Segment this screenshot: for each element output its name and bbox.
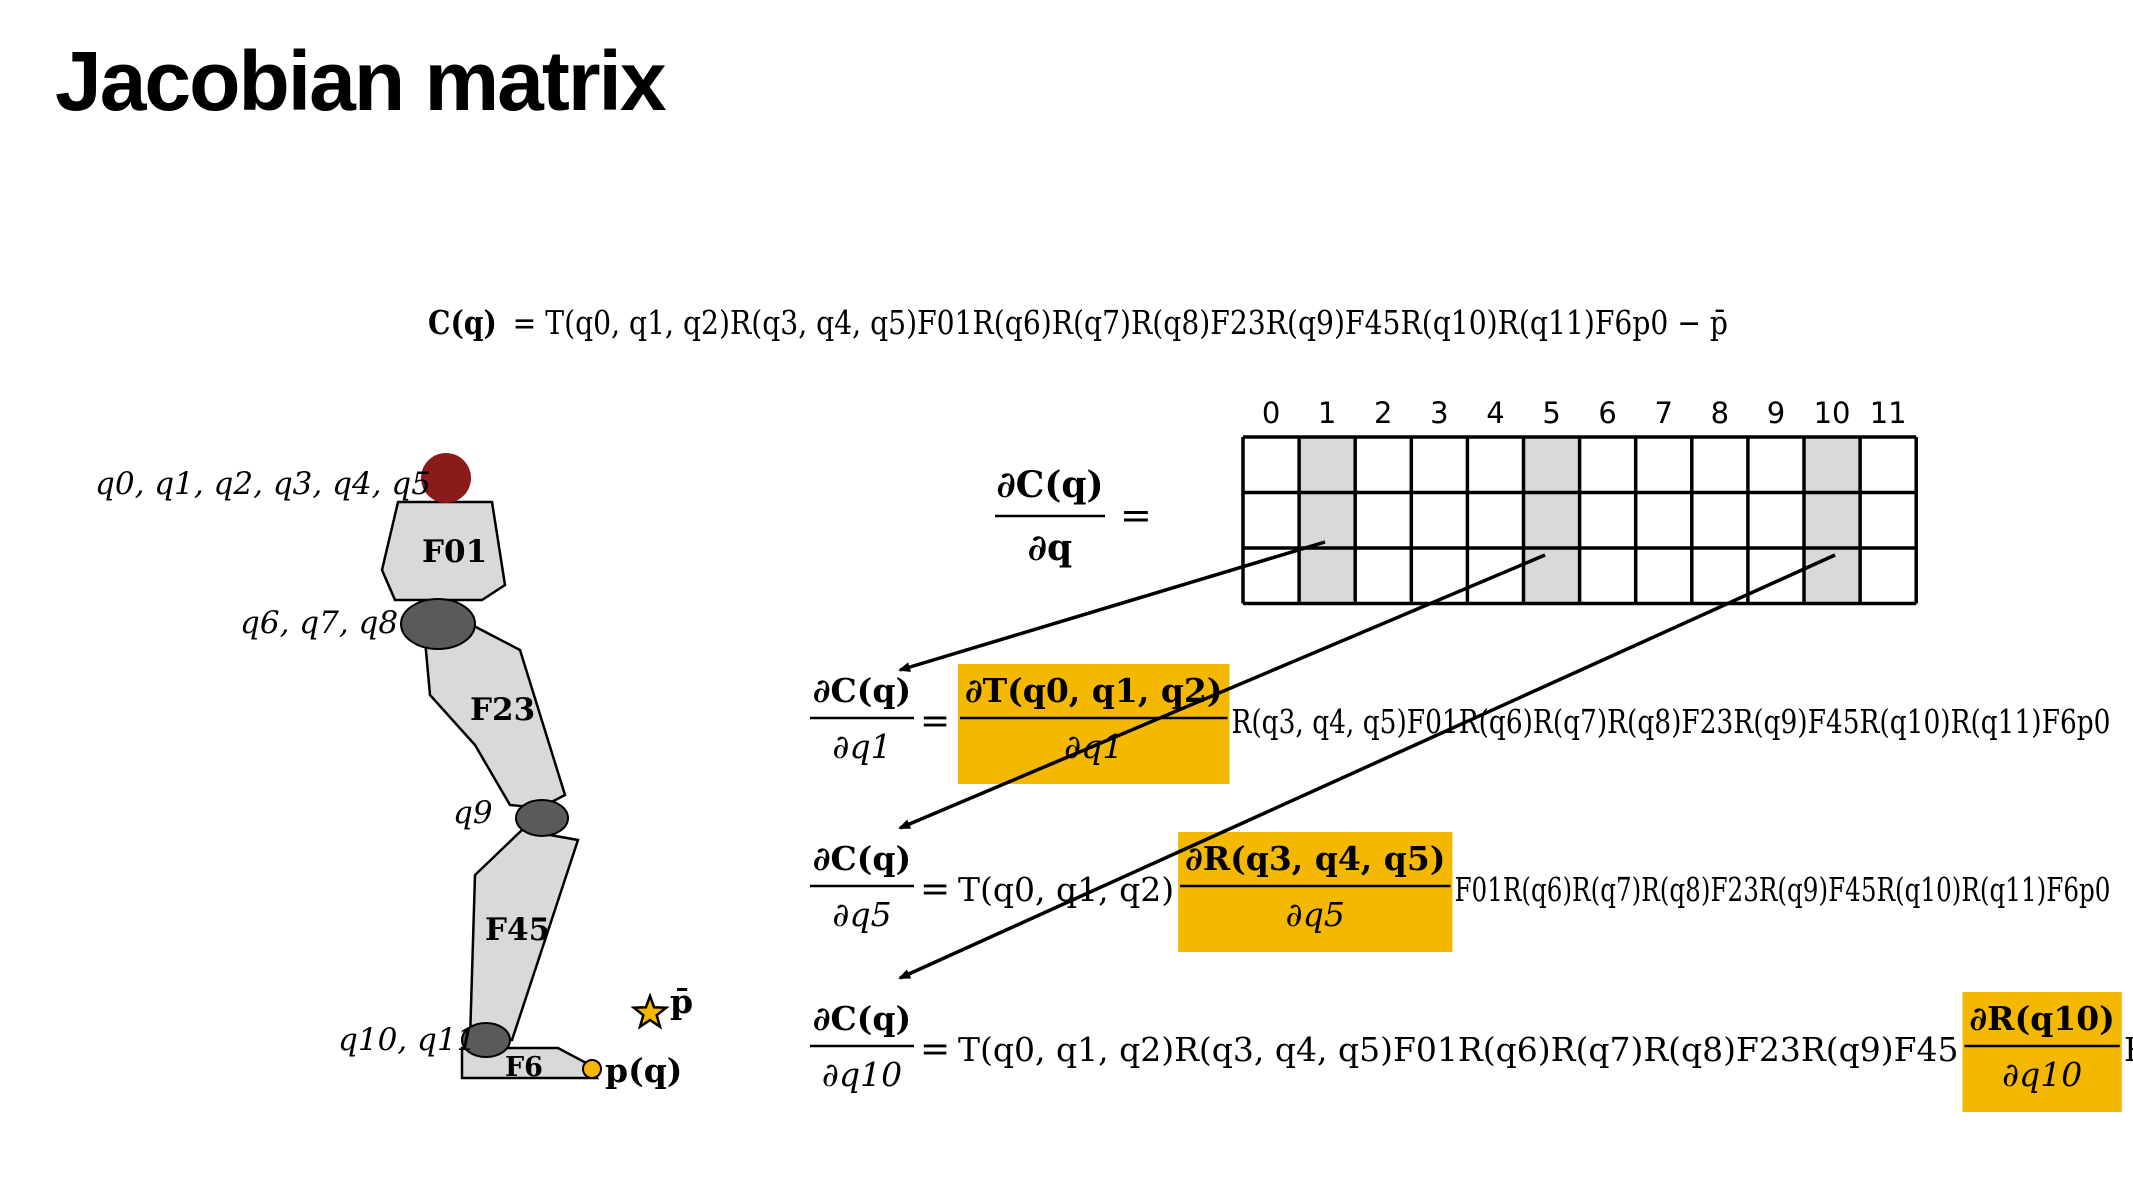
jacobian-grid: 0 1 2 3 4 5 6 7 8 9 10 11 ∂C(q) ∂q =	[995, 396, 1918, 606]
boxed-numerator: ∂T(q0, q1, q2)	[965, 671, 1222, 710]
derivative-equals: =	[920, 869, 950, 910]
label-end-effector: p(q)	[605, 1051, 682, 1090]
derivative-rows: ∂C(q)∂q1=∂T(q0, q1, q2)∂q1R(q3, q4, q5)F…	[810, 664, 2133, 1112]
derivative-prefix: T(q0, q1, q2)R(q3, q4, q5)F01R(q6)R(q7)R…	[958, 1030, 1959, 1069]
head-joint	[421, 453, 471, 503]
label-f6: F6	[505, 1052, 543, 1083]
derivative-suffix: R(q11)F6p0	[2124, 1030, 2133, 1069]
column-index-label: 10	[1814, 396, 1851, 430]
label-target: p̄	[670, 982, 693, 1021]
main-equation-lhs: C(q)	[428, 303, 497, 342]
column-index-label: 3	[1430, 396, 1448, 430]
main-equation-text: C(q) = T(q0, q1, q2)R(q3, q4, q5)F01R(q6…	[428, 303, 1728, 342]
derivative-lhs-numerator: ∂C(q)	[813, 671, 911, 710]
column-index-label: 0	[1262, 396, 1280, 430]
column-index-label: 8	[1711, 396, 1729, 430]
column-index-label: 1	[1318, 396, 1336, 430]
derivative-lhs-denominator: ∂q1	[832, 727, 891, 766]
grid-lines	[1241, 435, 1918, 606]
column-index-label: 4	[1486, 396, 1504, 430]
hip-joint	[400, 598, 476, 650]
column-index-label: 9	[1767, 396, 1785, 430]
main-equation-rhs: = T(q0, q1, q2)R(q3, q4, q5)F01R(q6)R(q7…	[513, 303, 1728, 342]
jacobian-denominator: ∂q	[1028, 527, 1072, 569]
derivative-lhs-denominator: ∂q5	[832, 895, 891, 934]
column-index-label: 2	[1374, 396, 1392, 430]
derivative-lhs-numerator: ∂C(q)	[813, 999, 911, 1038]
arrow-col5-to-row2	[898, 553, 1546, 830]
segment-f01	[380, 500, 507, 602]
column-index-label: 7	[1655, 396, 1673, 430]
derivative-lhs-denominator: ∂q10	[822, 1055, 902, 1094]
column-index-label: 11	[1870, 396, 1907, 430]
target-star-icon	[630, 992, 670, 1030]
derivative-suffix: F01R(q6)R(q7)R(q8)F23R(q9)F45R(q10)R(q11…	[1454, 870, 2110, 909]
grid-highlights	[1299, 437, 1861, 604]
end-effector-point	[582, 1059, 602, 1079]
derivative-equals: =	[920, 701, 950, 742]
highlighted-column	[1523, 437, 1580, 604]
boxed-denominator: ∂q10	[2002, 1055, 2082, 1094]
character-figure: q0, q1, q2, q3, q4, q5 q6, q7, q8 q9 q10…	[95, 453, 693, 1090]
derivative-row: ∂C(q) ∂q10 = T(q0, q1, q2)R(q3, q4, q5)F01R…	[810, 992, 2133, 1112]
column-index-label: 5	[1542, 396, 1560, 430]
arrows	[898, 540, 1836, 980]
slide-title: Jacobian matrix	[55, 34, 667, 128]
highlight-box	[1962, 992, 2122, 1112]
label-knee-param: q9	[453, 795, 493, 831]
ankle-joint	[461, 1022, 511, 1058]
derivative-row: ∂C(q)∂q1=∂T(q0, q1, q2)∂q1R(q3, q4, q5)F…	[810, 664, 2110, 784]
boxed-numerator: ∂R(q3, q4, q5)	[1185, 839, 1445, 878]
label-root-params: q0, q1, q2, q3, q4, q5	[95, 466, 431, 502]
derivative-row: ∂C(q)∂q5= T(q0, q1, q2)∂R(q3, q4, q5)∂q5F…	[810, 832, 2110, 952]
jacobian-lhs: ∂C(q) ∂q =	[995, 464, 1152, 569]
highlight-box	[1178, 832, 1453, 952]
arrow-col10-to-row3	[898, 553, 1836, 980]
derivative-lhs-numerator: ∂C(q)	[813, 839, 911, 878]
column-indices: 0 1 2 3 4 5 6 7 8 9 10 11	[1262, 396, 1907, 430]
jacobian-numerator: ∂C(q)	[996, 464, 1103, 506]
label-f01: F01	[422, 534, 487, 570]
column-index-label: 6	[1598, 396, 1616, 430]
label-f45: F45	[485, 912, 550, 948]
highlight-box	[958, 664, 1230, 784]
derivative-equals: =	[920, 1029, 950, 1070]
knee-joint	[515, 799, 569, 837]
highlighted-column	[1804, 437, 1861, 604]
highlighted-column	[1299, 437, 1356, 604]
main-equation: C(q) = T(q0, q1, q2)R(q3, q4, q5)F01R(q6…	[428, 303, 1728, 342]
label-ankle-params: q10, q11	[338, 1022, 476, 1058]
derivative-suffix: R(q3, q4, q5)F01R(q6)R(q7)R(q8)F23R(q9)F…	[1231, 702, 2110, 741]
label-f23: F23	[470, 692, 535, 728]
label-hip-params: q6, q7, q8	[240, 605, 398, 641]
arrow-col1-to-row1	[898, 540, 1326, 672]
boxed-numerator: ∂R(q10)	[1970, 999, 2115, 1038]
jacobian-equals: =	[1120, 493, 1152, 537]
boxed-denominator: ∂q5	[1286, 895, 1345, 934]
